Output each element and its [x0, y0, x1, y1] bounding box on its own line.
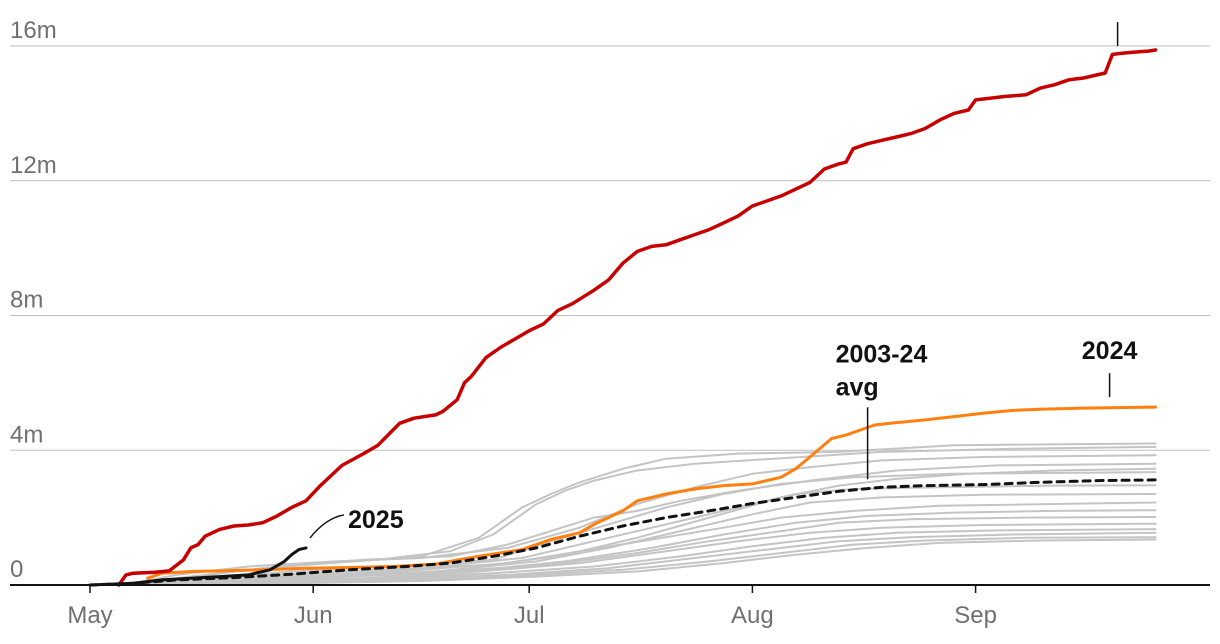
historical-year-line — [125, 454, 1157, 586]
y-gridlines — [10, 45, 1210, 451]
y-tick-label: 8m — [10, 287, 43, 314]
x-tick-label: Sep — [954, 602, 997, 629]
x-tick-label: May — [67, 602, 112, 629]
label-avg-line: avg — [836, 373, 879, 401]
highlighted-lines — [88, 48, 1158, 587]
historical-year-line — [146, 516, 1157, 586]
x-tick-label: Jun — [294, 602, 333, 629]
line-annotations: 2025 2003-24 avg 2024 — [309, 22, 1138, 539]
x-axis-labels: May Jun Jul Aug Sep — [67, 602, 997, 629]
label-leader-2025 — [309, 514, 345, 539]
record-year-line — [117, 48, 1158, 587]
label-2024: 2024 — [1082, 337, 1138, 365]
historical-year-line — [139, 501, 1157, 586]
historical-year-lines — [117, 442, 1157, 586]
x-tick-label: Aug — [731, 602, 774, 629]
y-tick-label: 12m — [10, 152, 57, 179]
line-2025 — [88, 546, 308, 587]
historical-year-line — [161, 538, 1157, 586]
x-axis-ticks — [89, 585, 977, 593]
y-tick-label: 4m — [10, 421, 43, 448]
historical-year-line — [161, 536, 1157, 586]
historical-year-line — [132, 471, 1157, 586]
y-tick-label: 0 — [10, 556, 23, 583]
line-2024 — [146, 405, 1158, 580]
label-avg-line: 2003-24 — [836, 340, 928, 368]
y-tick-label: 16m — [10, 17, 57, 44]
y-axis-labels: 0 4m 8m 12m 16m — [10, 17, 57, 583]
historical-year-line — [146, 509, 1157, 586]
historical-year-line — [153, 531, 1157, 586]
average-line — [88, 478, 1158, 587]
label-2025: 2025 — [348, 506, 404, 534]
x-tick-label: Jul — [514, 602, 545, 629]
